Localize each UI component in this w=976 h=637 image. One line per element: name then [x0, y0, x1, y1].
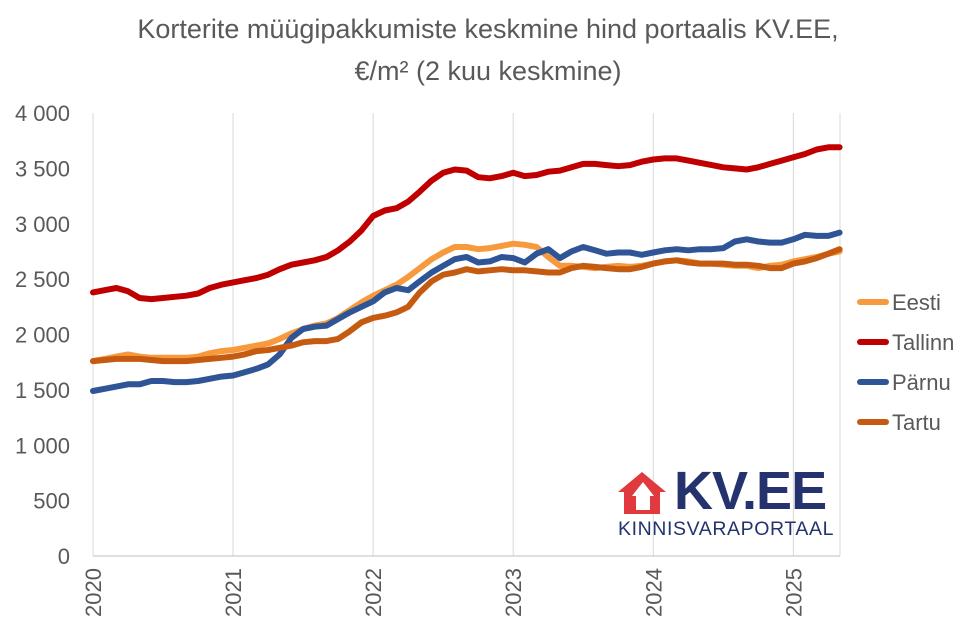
- series-lines: [90, 144, 843, 394]
- legend-label-pärnu: Pärnu: [892, 370, 951, 395]
- x-tick-label-2023: 2023: [501, 568, 526, 617]
- logo-tagline: KINNISVARAPORTAAL: [618, 518, 835, 540]
- x-tick-label-2021: 2021: [221, 568, 246, 617]
- y-tick-label-1500: 1 500: [15, 378, 70, 403]
- x-tick-label-2022: 2022: [361, 568, 386, 617]
- series-line-pärnu: [90, 229, 843, 394]
- y-tick-label-4000: 4 000: [15, 101, 70, 126]
- logo-wordmark: KV.EE: [674, 461, 827, 521]
- x-axis-tick-labels: 2020 2021 2022 2023 2024 2025: [81, 568, 806, 617]
- legend-label-tallinn: Tallinn: [892, 330, 954, 355]
- y-tick-label-2000: 2 000: [15, 323, 70, 348]
- chart-title-line-2: €/m² (2 kuu keskmine): [354, 56, 622, 86]
- legend-label-eesti: Eesti: [892, 290, 941, 315]
- y-tick-label-3500: 3 500: [15, 156, 70, 181]
- y-tick-label-500: 500: [33, 489, 70, 514]
- y-tick-label-3000: 3 000: [15, 212, 70, 237]
- x-tick-label-2020: 2020: [81, 568, 106, 617]
- y-tick-label-0: 0: [58, 544, 70, 569]
- legend-label-tartu: Tartu: [892, 410, 941, 435]
- y-tick-label-1000: 1 000: [15, 433, 70, 458]
- x-tick-label-2024: 2024: [641, 568, 666, 617]
- y-tick-label-2500: 2 500: [15, 267, 70, 292]
- kv-ee-logo: KV.EE KINNISVARAPORTAAL: [616, 461, 838, 544]
- x-tick-label-2025: 2025: [781, 568, 806, 617]
- vertical-gridlines: [92, 113, 841, 556]
- series-line-tartu: [90, 246, 843, 365]
- series-line-tallinn: [90, 144, 843, 303]
- house-arrow-icon: [618, 472, 666, 514]
- y-axis-tick-labels: 0 500 1 000 1 500 2 000 2 500 3 000 3 500 4 000: [15, 101, 70, 569]
- legend: Eesti Tallinn Pärnu Tartu: [857, 290, 954, 435]
- chart-title-line-1: Korterite müügipakkumiste keskmine hind …: [137, 14, 839, 44]
